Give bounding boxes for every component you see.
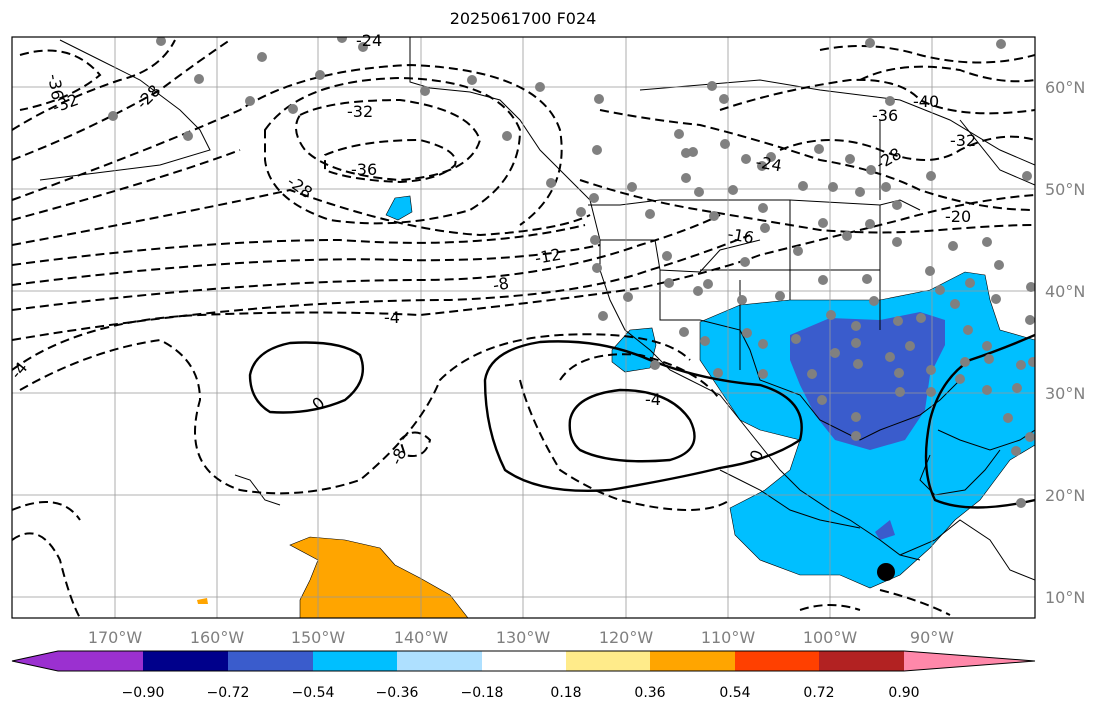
- colorbar-extend-left: [12, 651, 58, 671]
- fill-hawaii-orange: [289, 536, 469, 618]
- colorbar-segment: [735, 651, 819, 671]
- contour-label: -4: [384, 308, 400, 327]
- lon-label: 150°W: [291, 628, 346, 647]
- contour-label: -24: [754, 152, 783, 175]
- contour-label: -32: [347, 102, 373, 121]
- contour-label: -8: [386, 445, 410, 467]
- coastlines: [39, 37, 1035, 581]
- contour-label: -20: [945, 207, 971, 226]
- colorbar-tick: −0.18: [461, 685, 504, 701]
- lon-label: 170°W: [88, 628, 143, 647]
- lat-label: 30°N: [1045, 384, 1085, 403]
- fill-dark-blue-small: [875, 520, 895, 540]
- colorbar-segment: [313, 651, 397, 671]
- contour-label: -36: [872, 106, 898, 125]
- contour-label: -36: [44, 72, 67, 101]
- fill-pacific-blue: [385, 195, 413, 221]
- colorbar-tick: 0.18: [550, 685, 581, 701]
- colorbar-segment: [566, 651, 650, 671]
- contour-label: -32: [950, 131, 976, 150]
- colorbar-tick: 0.72: [803, 685, 834, 701]
- colorbar: −0.90 −0.72 −0.54 −0.36 −0.18 0.18 0.36 …: [11, 650, 1036, 701]
- latitude-labels: 60°N 50°N 40°N 30°N 20°N 10°N: [1045, 78, 1085, 607]
- lon-label: 130°W: [496, 628, 551, 647]
- contour-label: -36: [351, 160, 377, 179]
- contour-label: -40: [913, 92, 939, 111]
- colorbar-segment: [143, 651, 228, 671]
- lon-label: 100°W: [803, 628, 858, 647]
- colorbar-tick: −0.36: [376, 685, 419, 701]
- lat-label: 20°N: [1045, 486, 1085, 505]
- lon-label: 90°W: [910, 628, 954, 647]
- colorbar-extend-right: [904, 651, 1035, 671]
- lon-label: 110°W: [701, 628, 756, 647]
- map-title: 2025061700 F024: [449, 9, 597, 28]
- colorbar-segment: [482, 651, 566, 671]
- station-markers: [108, 37, 1035, 508]
- lat-label: 10°N: [1045, 588, 1085, 607]
- colorbar-segment: [58, 651, 143, 671]
- fill-small-orange: [197, 598, 208, 604]
- contour-label: -12: [533, 245, 562, 268]
- lon-label: 160°W: [190, 628, 245, 647]
- colorbar-tick: −0.90: [122, 685, 165, 701]
- contour-label: -4: [645, 390, 661, 409]
- colorbar-tick: 0.54: [719, 685, 750, 701]
- lon-label: 120°W: [599, 628, 654, 647]
- lon-label: 140°W: [394, 628, 449, 647]
- black-marker: [877, 563, 895, 581]
- colorbar-tick: 0.90: [888, 685, 919, 701]
- colorbar-tick: 0.36: [634, 685, 665, 701]
- lat-label: 40°N: [1045, 282, 1085, 301]
- longitude-labels: 170°W 160°W 150°W 140°W 130°W 120°W 110°…: [88, 628, 954, 647]
- map-frame: [11, 36, 1036, 619]
- negative-contours: [12, 39, 1035, 618]
- contour-label: -8: [491, 273, 510, 294]
- colorbar-segment: [397, 651, 482, 671]
- colorbar-segment: [819, 651, 904, 671]
- contour-label: -24: [356, 31, 382, 50]
- contour-label: -16: [726, 224, 755, 247]
- colorbar-segment: [228, 651, 313, 671]
- zero-contours: [248, 333, 1035, 509]
- lat-label: 50°N: [1045, 180, 1085, 199]
- colorbar-tick: −0.72: [207, 685, 250, 701]
- colorbar-tick: −0.54: [292, 685, 335, 701]
- colorbar-segment: [650, 651, 735, 671]
- contour-labels: -36 -32 -28 -24 -32 -36 -28 -40 -36 -32 …: [7, 31, 977, 468]
- lat-label: 60°N: [1045, 78, 1085, 97]
